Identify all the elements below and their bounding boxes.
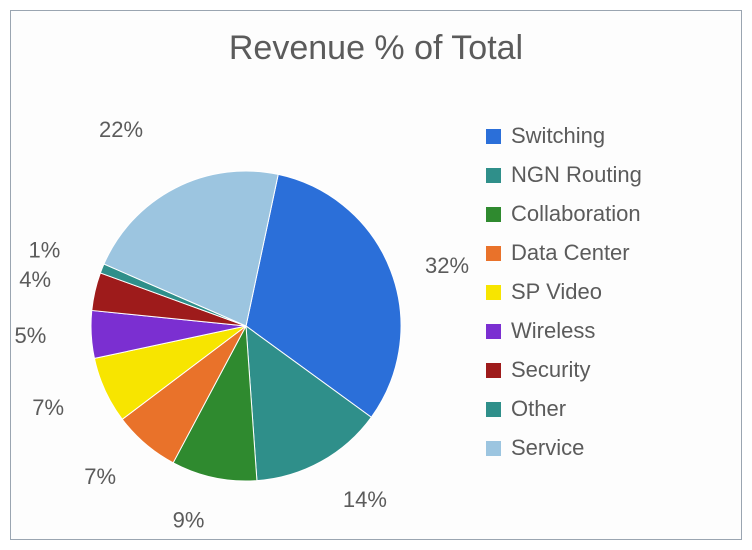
pie-slice-label: 14% [343,487,387,512]
legend-swatch [486,285,501,300]
pie-chart: 32% 14% 9% 7% 7% 5% 4% 1% 22% [11,91,471,531]
legend-item: Wireless [486,318,721,344]
legend-swatch [486,402,501,417]
legend-item: Security [486,357,721,383]
pie-slice-label: 1% [29,238,61,263]
pie-slice-label: 5% [15,323,47,348]
legend-item: SP Video [486,279,721,305]
legend-swatch [486,324,501,339]
legend-swatch [486,363,501,378]
legend-item: Collaboration [486,201,721,227]
legend-swatch [486,168,501,183]
legend-label: Other [511,396,566,422]
pie-slice-label: 22% [99,117,143,142]
legend-label: SP Video [511,279,602,305]
chart-title: Revenue % of Total [11,29,741,68]
pie-slice-label: 9% [173,507,205,531]
outer-frame: Revenue % of Total 32% 14% 9% 7% 7% 5% 4% 1% 22%… [0,0,752,550]
legend: Switching NGN Routing Collaboration Data Ce… [486,123,721,474]
chart-card: Revenue % of Total 32% 14% 9% 7% 7% 5% 4% 1% 22%… [10,10,742,540]
legend-label: Security [511,357,590,383]
legend-label: Wireless [511,318,595,344]
pie-slice-label: 4% [19,267,51,292]
pie-slice-label: 7% [32,395,64,420]
legend-label: Collaboration [511,201,641,227]
legend-swatch [486,441,501,456]
legend-swatch [486,246,501,261]
legend-label: Data Center [511,240,630,266]
legend-label: NGN Routing [511,162,642,188]
legend-item: Switching [486,123,721,149]
legend-swatch [486,207,501,222]
legend-label: Switching [511,123,605,149]
legend-item: Data Center [486,240,721,266]
legend-item: NGN Routing [486,162,721,188]
legend-swatch [486,129,501,144]
legend-item: Other [486,396,721,422]
legend-label: Service [511,435,584,461]
legend-item: Service [486,435,721,461]
pie-slice-label: 7% [84,464,116,489]
pie-slice-label: 32% [425,253,469,278]
pie-svg: 32% 14% 9% 7% 7% 5% 4% 1% 22% [11,91,471,531]
